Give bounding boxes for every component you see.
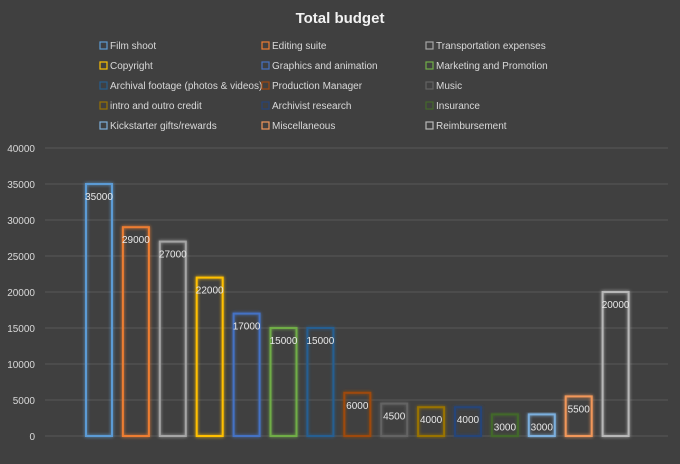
legend-item: Marketing and Promotion (425, 61, 548, 72)
legend-swatch (425, 81, 434, 90)
data-label: 5500 (568, 404, 591, 415)
bar (306, 327, 335, 437)
y-tick-label: 10000 (7, 360, 35, 371)
y-tick-label: 40000 (7, 144, 35, 155)
data-label: 15000 (306, 336, 334, 347)
data-label: 6000 (346, 401, 369, 412)
bar (158, 240, 187, 437)
bar (343, 391, 372, 437)
data-label: 17000 (233, 322, 261, 333)
legend-item: Insurance (425, 101, 480, 112)
legend-swatch (99, 41, 108, 50)
data-label: 3000 (494, 422, 517, 433)
data-labels: 35000 29000 27000 22000 17000 15000 15000 6000 4… (85, 192, 630, 433)
data-label: 29000 (122, 235, 150, 246)
legend-label: Archival footage (photos & videos) (110, 81, 262, 92)
legend-swatch (261, 121, 270, 130)
legend-item: Reimbursement (425, 121, 507, 132)
legend: Film shoot Editing suite Transportation ex… (99, 41, 548, 132)
legend-item: intro and outro credit (99, 101, 202, 112)
legend-item: Archivist research (261, 101, 351, 112)
legend-label: Transportation expenses (436, 41, 546, 52)
legend-swatch (261, 41, 270, 50)
legend-item: Music (425, 81, 462, 92)
legend-item: Production Manager (261, 81, 363, 92)
legend-swatch (425, 61, 434, 70)
bar (417, 406, 446, 438)
legend-swatch (261, 101, 270, 110)
legend-label: Kickstarter gifts/rewards (110, 121, 217, 132)
bar (454, 406, 482, 438)
legend-item: Transportation expenses (425, 41, 546, 52)
legend-item: Graphics and animation (261, 61, 378, 72)
legend-label: Film shoot (110, 41, 156, 52)
y-tick-label: 25000 (7, 252, 35, 263)
bar (232, 312, 261, 438)
data-label: 4000 (457, 415, 480, 426)
legend-item: Kickstarter gifts/rewards (99, 121, 217, 132)
legend-label: Insurance (436, 101, 480, 112)
y-tick-label: 20000 (7, 288, 35, 299)
y-tick-label: 35000 (7, 180, 35, 191)
bar (269, 327, 298, 437)
legend-label: Graphics and animation (272, 61, 378, 72)
legend-item: Miscellaneous (261, 121, 335, 132)
legend-swatch (261, 61, 270, 70)
legend-swatch (261, 81, 270, 90)
legend-label: Music (436, 81, 462, 92)
bar (490, 413, 519, 437)
legend-label: Reimbursement (436, 121, 507, 132)
legend-label: Miscellaneous (272, 121, 335, 132)
legend-label: Archivist research (272, 101, 351, 112)
data-label: 15000 (270, 336, 298, 347)
bar (564, 395, 593, 437)
y-axis: 0 5000 10000 15000 20000 25000 30000 35000 40000 (7, 144, 35, 443)
chart-title: Total budget (296, 10, 385, 27)
legend-swatch (99, 101, 108, 110)
legend-swatch (425, 121, 434, 130)
bar (85, 183, 113, 437)
y-tick-label: 5000 (13, 396, 36, 407)
data-label: 27000 (159, 250, 187, 261)
bar (121, 226, 150, 437)
bar (527, 413, 556, 437)
legend-item: Editing suite (261, 41, 327, 52)
legend-label: Copyright (110, 61, 153, 72)
legend-item: Copyright (99, 61, 153, 72)
y-tick-label: 15000 (7, 324, 35, 335)
y-tick-label: 30000 (7, 216, 35, 227)
legend-item: Film shoot (99, 41, 156, 52)
legend-label: intro and outro credit (110, 101, 202, 112)
y-tick-label: 0 (29, 432, 35, 443)
legend-swatch (425, 101, 434, 110)
bar (380, 402, 409, 438)
legend-swatch (99, 121, 108, 130)
data-label: 22000 (196, 286, 224, 297)
legend-label: Marketing and Promotion (436, 61, 548, 72)
data-label: 35000 (85, 192, 113, 203)
data-label: 20000 (602, 300, 630, 311)
legend-swatch (425, 41, 434, 50)
bar (195, 276, 224, 437)
legend-label: Production Manager (272, 81, 363, 92)
legend-swatch (99, 81, 108, 90)
data-label: 3000 (531, 422, 554, 433)
bars (85, 183, 630, 438)
bar (601, 291, 630, 437)
legend-swatch (99, 61, 108, 70)
legend-item: Archival footage (photos & videos) (99, 81, 262, 92)
data-label: 4000 (420, 415, 443, 426)
legend-label: Editing suite (272, 41, 327, 52)
data-label: 4500 (383, 412, 406, 423)
